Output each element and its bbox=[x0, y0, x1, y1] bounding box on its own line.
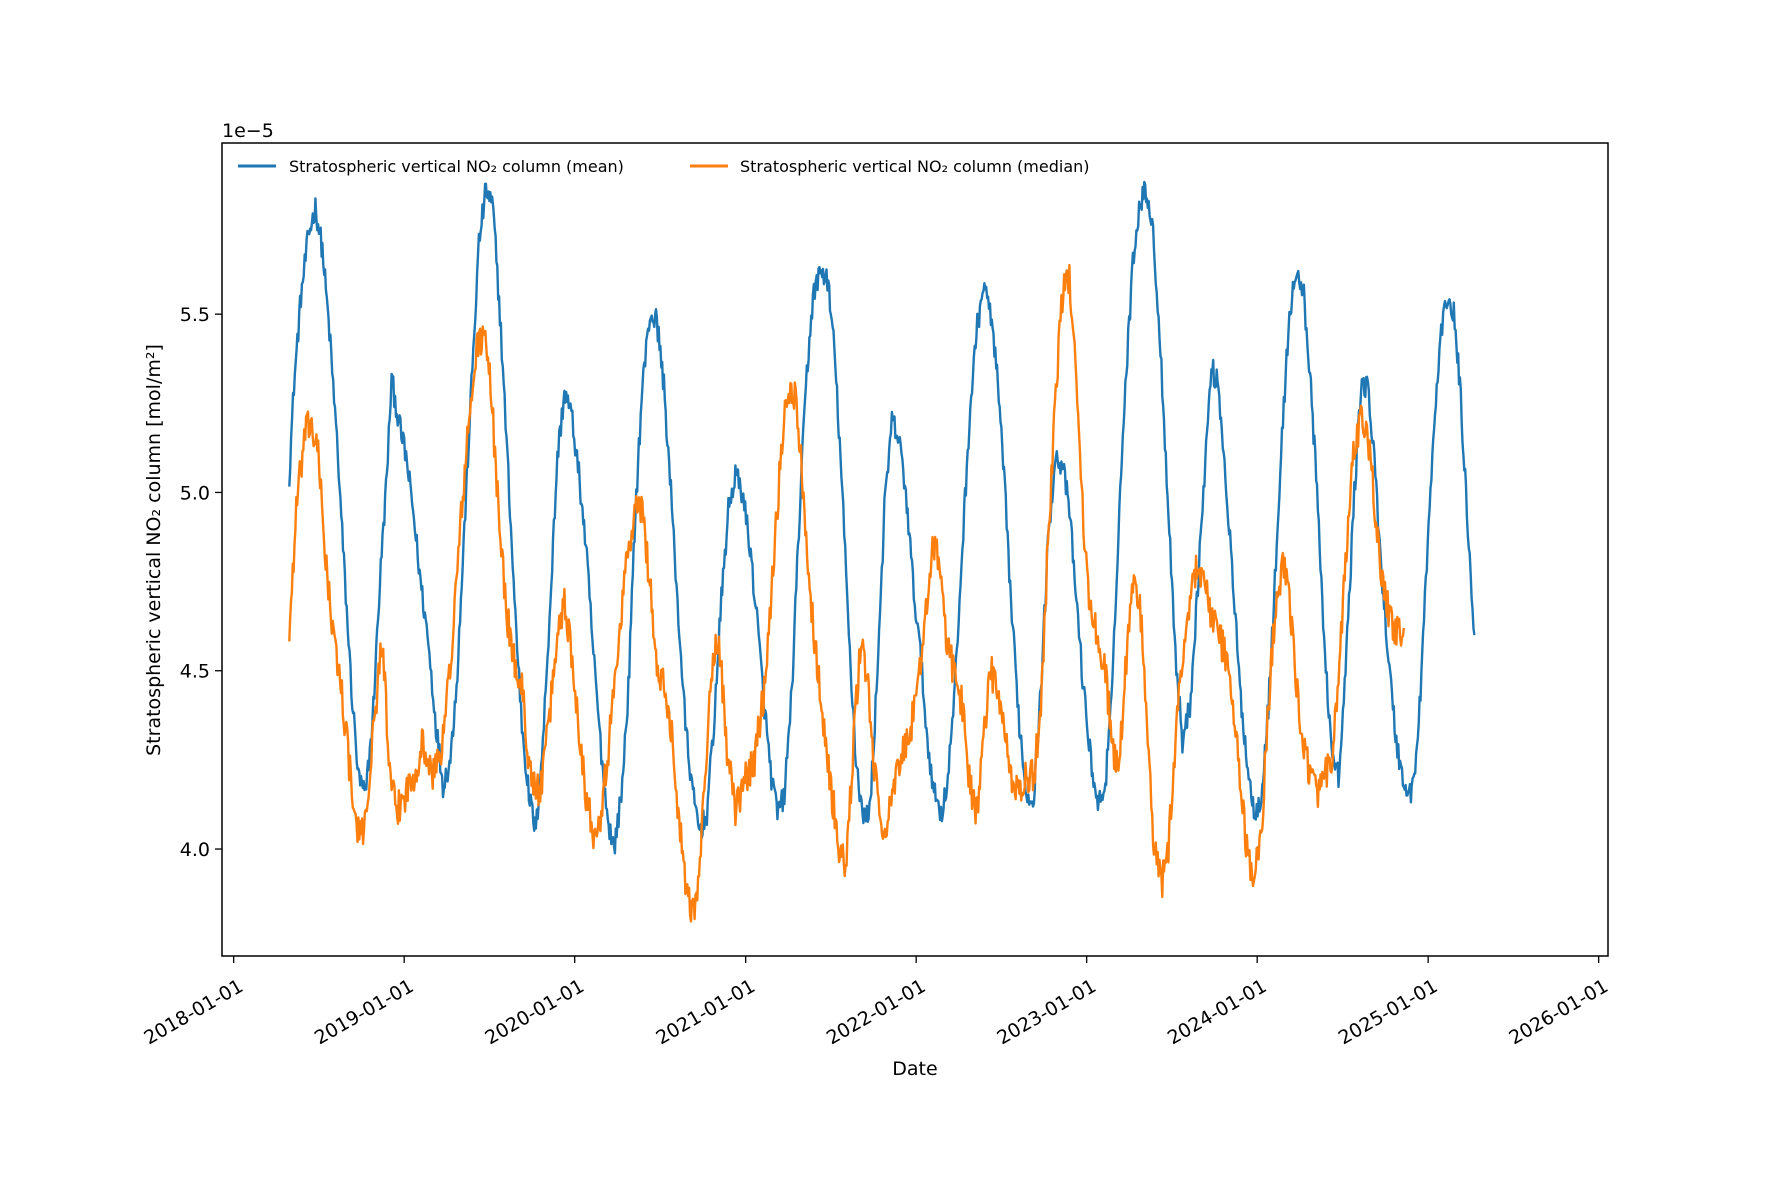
series-line-median bbox=[288, 263, 1406, 923]
y-axis: 4.0 4.5 5.0 5.5 bbox=[180, 304, 222, 861]
y-tick-label: 5.0 bbox=[180, 482, 210, 504]
plot-frame bbox=[221, 142, 1609, 957]
legend: Stratospheric vertical NO₂ column (mean)… bbox=[238, 157, 1090, 176]
series-line-mean bbox=[288, 180, 1476, 855]
y-tick-label: 4.5 bbox=[180, 661, 210, 683]
y-scale-label: 1e−5 bbox=[222, 120, 274, 142]
legend-label-median: Stratospheric vertical NO₂ column (media… bbox=[740, 157, 1090, 176]
legend-label-mean: Stratospheric vertical NO₂ column (mean) bbox=[289, 157, 624, 176]
y-tick-label: 4.0 bbox=[180, 839, 210, 861]
series-layer bbox=[288, 180, 1476, 923]
y-axis-label: Stratospheric vertical NO₂ column [mol/m… bbox=[143, 344, 165, 756]
y-tick-label: 5.5 bbox=[180, 304, 210, 326]
x-axis-label: Date bbox=[892, 1058, 937, 1080]
